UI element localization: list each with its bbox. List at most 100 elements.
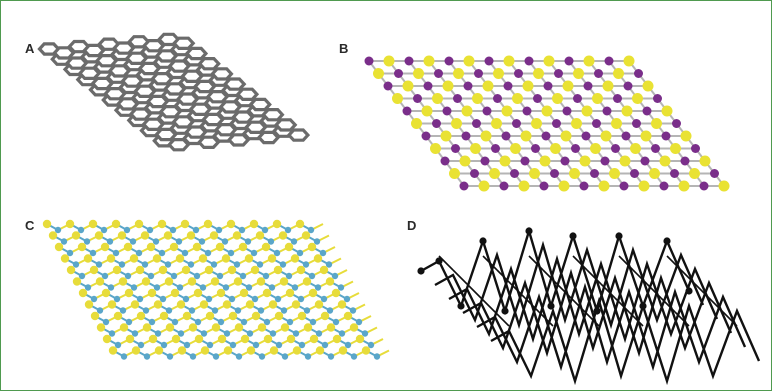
molybdenum-atom bbox=[374, 353, 380, 359]
molybdenum-atom bbox=[205, 250, 211, 256]
sulfur-atom bbox=[246, 300, 254, 308]
sulfur-atom bbox=[142, 277, 150, 285]
sulfur-atom bbox=[108, 300, 116, 308]
sulfur-atom bbox=[217, 289, 225, 297]
sulfur-atom bbox=[109, 346, 117, 354]
molybdenum-atom bbox=[67, 250, 73, 256]
nitrogen-atom bbox=[432, 119, 441, 128]
molybdenum-atom bbox=[253, 342, 259, 348]
molybdenum-atom bbox=[131, 284, 137, 290]
sulfur-atom bbox=[181, 220, 189, 228]
molybdenum-atom bbox=[246, 284, 252, 290]
boron-atom bbox=[580, 156, 591, 167]
molybdenum-atom bbox=[109, 330, 115, 336]
sulfur-atom bbox=[147, 243, 155, 251]
sulfur-atom bbox=[149, 335, 157, 343]
sulfur-atom bbox=[97, 323, 105, 331]
sulfur-atom bbox=[199, 254, 207, 262]
graphene-hexagon bbox=[212, 69, 231, 79]
sulfur-atom bbox=[344, 312, 352, 320]
nitrogen-atom bbox=[504, 82, 513, 91]
sulfur-atom bbox=[262, 243, 270, 251]
sulfur-atom bbox=[224, 346, 232, 354]
molybdenum-atom bbox=[194, 273, 200, 279]
sulfur-atom bbox=[280, 277, 288, 285]
boron-atom bbox=[609, 168, 620, 179]
sulfur-atom bbox=[251, 266, 259, 274]
sulfur-atom bbox=[200, 300, 208, 308]
nitrogen-atom bbox=[580, 182, 589, 191]
molybdenum-atom bbox=[154, 284, 160, 290]
nitrogen-atom bbox=[634, 69, 643, 78]
boron-atom bbox=[611, 118, 622, 129]
sulfur-atom bbox=[204, 220, 212, 228]
boron-atom bbox=[453, 68, 464, 79]
nitrogen-atom bbox=[601, 157, 610, 166]
molybdenum-atom bbox=[144, 353, 150, 359]
molybdenum-atom bbox=[276, 342, 282, 348]
nitrogen-atom bbox=[384, 82, 393, 91]
nitrogen-atom bbox=[565, 57, 574, 66]
molybdenum-atom bbox=[281, 307, 287, 313]
molybdenum-atom bbox=[223, 284, 229, 290]
molybdenum-atom bbox=[188, 261, 194, 267]
boron-atom bbox=[582, 106, 593, 117]
molybdenum-atom bbox=[351, 353, 357, 359]
boron-atom bbox=[613, 68, 624, 79]
sulfur-atom bbox=[170, 243, 178, 251]
nitrogen-atom bbox=[451, 144, 460, 153]
nitrogen-atom bbox=[651, 144, 660, 153]
graphene-hexagon bbox=[276, 120, 295, 130]
boron-atom bbox=[649, 168, 660, 179]
molybdenum-atom bbox=[147, 227, 153, 233]
sulfur-atom bbox=[268, 254, 276, 262]
boron-atom bbox=[601, 131, 612, 142]
boron-atom bbox=[620, 156, 631, 167]
boron-atom bbox=[479, 181, 490, 192]
nitrogen-atom bbox=[605, 57, 614, 66]
molybdenum-atom bbox=[137, 296, 143, 302]
boron-atom bbox=[493, 68, 504, 79]
boron-atom bbox=[441, 131, 452, 142]
boron-atom bbox=[540, 156, 551, 167]
molybdenum-atom bbox=[167, 353, 173, 359]
nitrogen-atom bbox=[700, 182, 709, 191]
nitrogen-atom bbox=[533, 94, 542, 103]
sulfur-atom bbox=[155, 346, 163, 354]
molybdenum-atom bbox=[136, 250, 142, 256]
sulfur-atom bbox=[234, 277, 242, 285]
molybdenum-atom bbox=[172, 319, 178, 325]
molybdenum-atom bbox=[206, 296, 212, 302]
sulfur-atom bbox=[287, 335, 295, 343]
boron-atom bbox=[483, 81, 494, 92]
boron-atom bbox=[519, 181, 530, 192]
molybdenum-atom bbox=[171, 273, 177, 279]
nitrogen-atom bbox=[514, 69, 523, 78]
sulfur-atom bbox=[258, 323, 266, 331]
molybdenum-atom bbox=[79, 273, 85, 279]
boron-atom bbox=[544, 56, 555, 67]
molybdenum-atom bbox=[212, 307, 218, 313]
sulfur-atom bbox=[49, 231, 57, 239]
boron-atom bbox=[472, 93, 483, 104]
boron-atom bbox=[561, 131, 572, 142]
sulfur-atom bbox=[107, 254, 115, 262]
nitrogen-atom bbox=[413, 94, 422, 103]
nitrogen-atom bbox=[453, 94, 462, 103]
sulfur-atom bbox=[316, 346, 324, 354]
sulfur-atom bbox=[279, 231, 287, 239]
sulfur-atom bbox=[112, 220, 120, 228]
sulfur-atom bbox=[67, 266, 75, 274]
sulfur-atom bbox=[183, 312, 191, 320]
boron-atom bbox=[559, 181, 570, 192]
boron-atom bbox=[432, 93, 443, 104]
sulfur-atom bbox=[274, 266, 282, 274]
nitrogen-atom bbox=[710, 169, 719, 178]
sulfur-atom bbox=[303, 277, 311, 285]
boron-atom bbox=[430, 143, 441, 154]
sulfur-atom bbox=[247, 346, 255, 354]
molybdenum-atom bbox=[178, 330, 184, 336]
sulfur-atom bbox=[89, 220, 97, 228]
boron-atom bbox=[632, 93, 643, 104]
molybdenum-atom bbox=[285, 227, 291, 233]
